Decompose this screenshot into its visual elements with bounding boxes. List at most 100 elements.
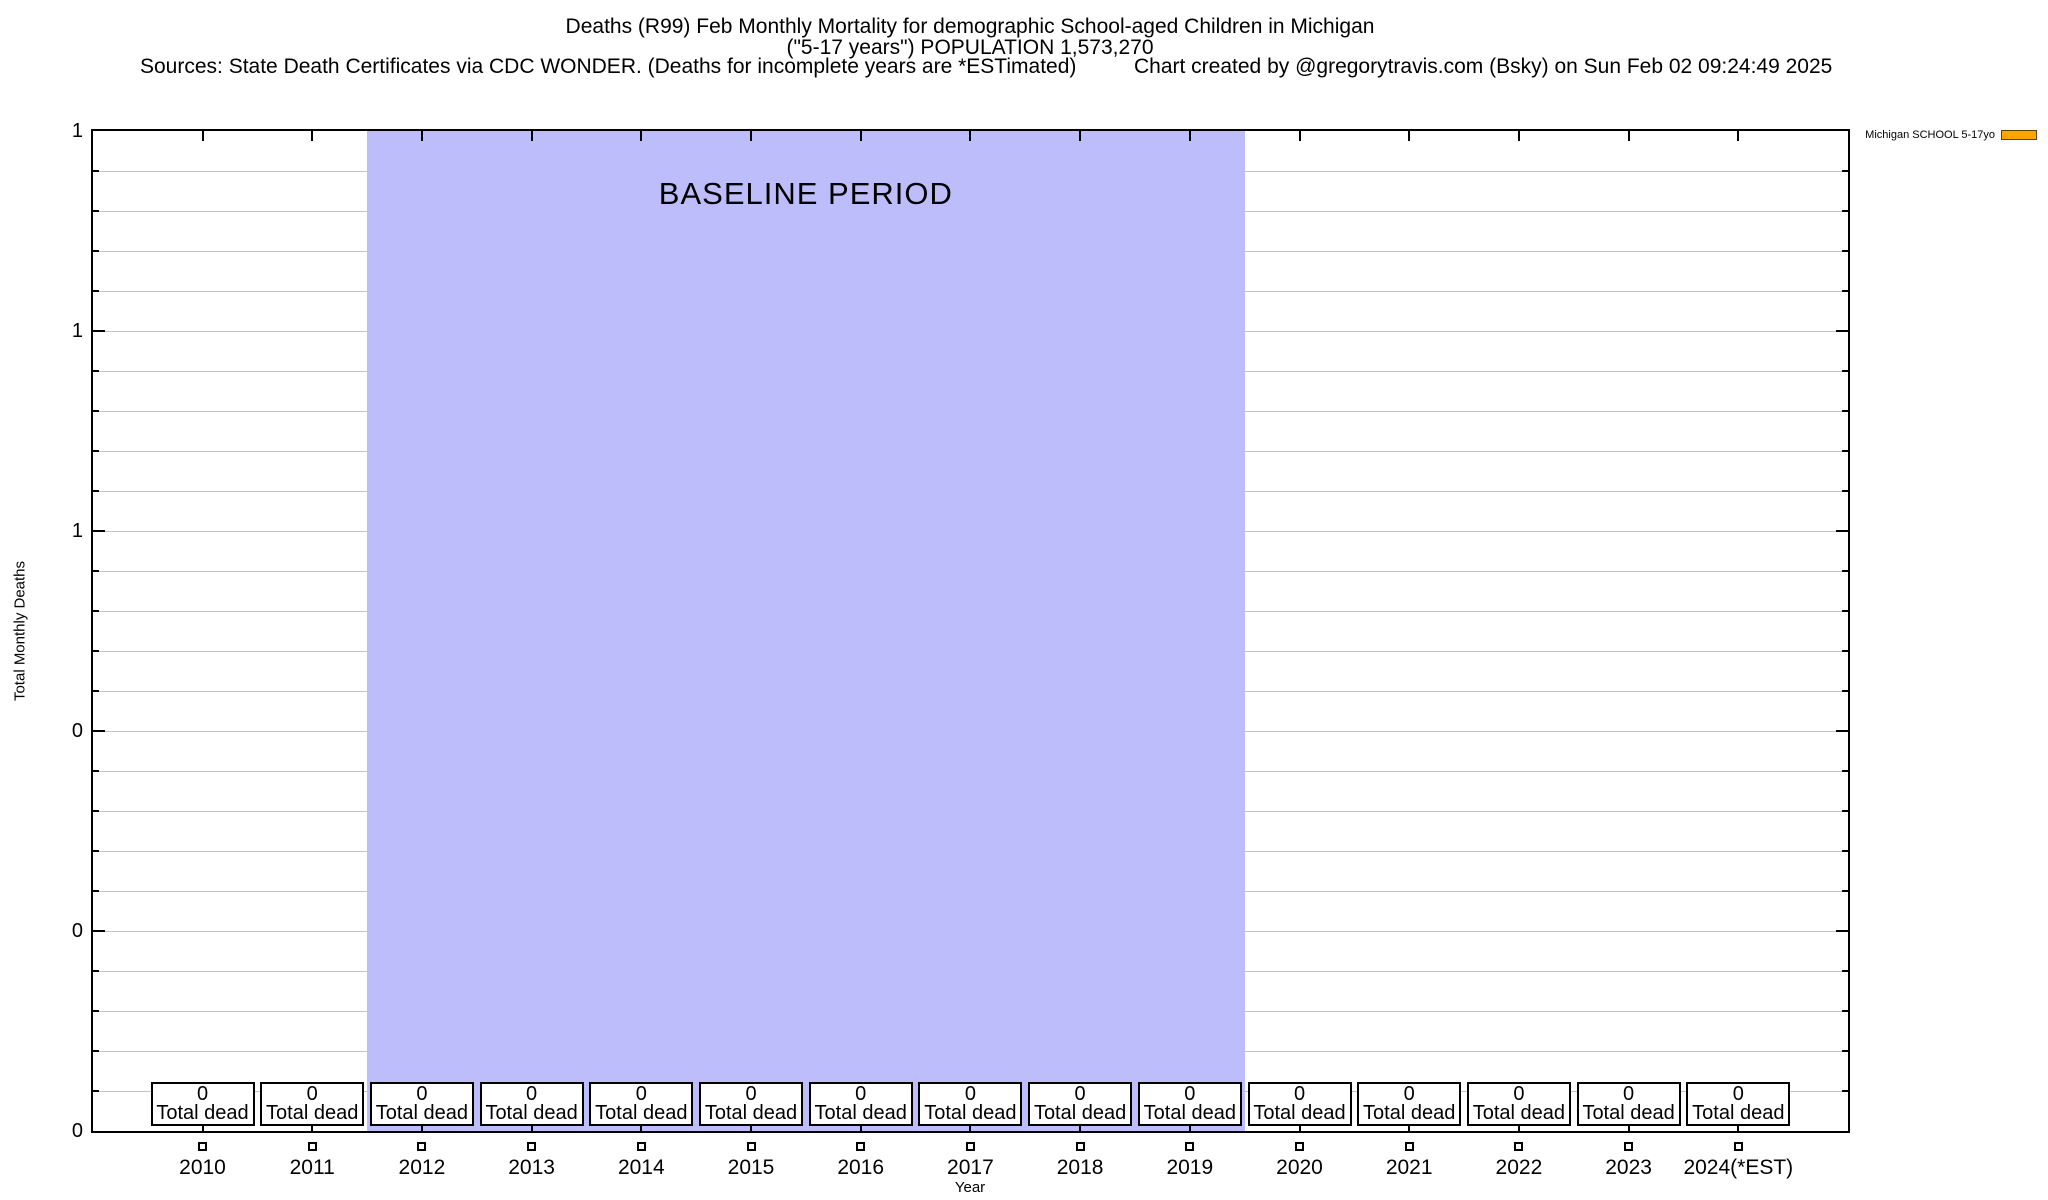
legend: Michigan SCHOOL 5-17yo	[1865, 129, 2037, 141]
year-death-count: 0	[1074, 1083, 1086, 1105]
year-death-caption: Total dead	[814, 1102, 907, 1124]
x-tick-label: 2010	[179, 1156, 226, 1179]
y-tick-left	[93, 250, 99, 252]
x-tick-top	[311, 131, 314, 141]
x-axis-title: Year	[954, 1179, 986, 1196]
y-tick-left	[93, 730, 105, 732]
year-death-caption: Total dead	[1253, 1102, 1346, 1124]
data-point-marker	[1514, 1142, 1524, 1151]
x-tick-top	[1188, 131, 1191, 141]
data-point-marker	[1733, 1142, 1743, 1151]
x-tick-label: 2018	[1056, 1156, 1104, 1179]
minor-gridline	[93, 691, 1848, 692]
year-death-count: 0	[964, 1083, 976, 1105]
y-tick-left	[93, 970, 99, 972]
y-tick-left	[93, 1090, 99, 1092]
year-death-count: 0	[1403, 1083, 1415, 1105]
x-tick-top	[1408, 131, 1411, 141]
year-death-count: 0	[1623, 1083, 1635, 1105]
y-tick-right	[1836, 330, 1848, 332]
x-tick-label: 2014	[617, 1156, 665, 1179]
year-death-count: 0	[855, 1083, 867, 1105]
x-tick-top	[1627, 131, 1630, 141]
legend-label: Michigan SCHOOL 5-17yo	[1865, 129, 1995, 141]
year-death-caption: Total dead	[924, 1102, 1017, 1124]
year-death-caption: Total dead	[1363, 1102, 1456, 1124]
year-value-box: 0 Total dead	[260, 1082, 365, 1126]
year-value-box: 0 Total dead	[150, 1082, 255, 1126]
y-tick-right	[1842, 810, 1848, 812]
x-tick-label: 2015	[727, 1156, 775, 1179]
major-gridline	[93, 331, 1848, 332]
x-tick-top	[1079, 131, 1082, 141]
year-value-box: 0 Total dead	[589, 1082, 694, 1126]
minor-gridline	[93, 891, 1848, 892]
minor-gridline	[93, 411, 1848, 412]
y-tick-right	[1842, 570, 1848, 572]
chart-title: Deaths (R99) Feb Monthly Mortality for d…	[565, 15, 1375, 38]
data-point-marker	[1075, 1142, 1085, 1151]
y-tick-left	[93, 290, 99, 292]
y-tick-left	[93, 210, 99, 212]
year-death-count: 0	[416, 1083, 428, 1105]
year-death-caption: Total dead	[1033, 1102, 1127, 1124]
y-tick-left	[93, 610, 99, 612]
data-point-marker	[1404, 1142, 1414, 1151]
year-death-count: 0	[306, 1083, 318, 1105]
y-tick-right	[1842, 290, 1848, 292]
y-tick-left	[93, 770, 99, 772]
y-tick-right	[1842, 1010, 1848, 1012]
year-value-box: 0 Total dead	[1686, 1082, 1791, 1126]
y-tick-right	[1842, 250, 1848, 252]
minor-gridline	[93, 811, 1848, 812]
y-tick-left	[93, 930, 105, 932]
x-tick-top	[1298, 131, 1301, 141]
minor-gridline	[93, 651, 1848, 652]
y-tick-right	[1842, 170, 1848, 172]
y-tick-label: 0	[71, 920, 83, 942]
year-death-count: 0	[1732, 1083, 1744, 1105]
year-death-caption: Total dead	[1692, 1102, 1785, 1124]
baseline-period-label: BASELINE PERIOD	[658, 176, 953, 211]
y-tick-left	[93, 450, 99, 452]
minor-gridline	[93, 971, 1848, 972]
minor-gridline	[93, 451, 1848, 452]
minor-gridline	[93, 491, 1848, 492]
year-death-count: 0	[1513, 1083, 1525, 1105]
legend-swatch	[2001, 130, 2037, 140]
y-tick-right	[1842, 450, 1848, 452]
x-tick-top	[201, 131, 204, 141]
x-tick-label: 2021	[1385, 1156, 1433, 1179]
year-death-caption: Total dead	[1582, 1102, 1675, 1124]
y-tick-left	[93, 170, 99, 172]
minor-gridline	[93, 611, 1848, 612]
major-gridline	[93, 931, 1848, 932]
y-tick-right	[1842, 970, 1848, 972]
minor-gridline	[93, 571, 1848, 572]
year-death-count: 0	[1293, 1083, 1306, 1105]
y-tick-label: 0	[71, 720, 83, 742]
minor-gridline	[93, 171, 1848, 172]
year-value-box: 0 Total dead	[918, 1082, 1023, 1126]
y-axis-title: Total Monthly Deaths	[11, 560, 29, 702]
x-tick-label: 2017	[947, 1156, 994, 1179]
x-tick-label: 2019	[1166, 1156, 1214, 1179]
year-death-caption: Total dead	[595, 1102, 688, 1124]
y-tick-left	[93, 490, 99, 492]
year-death-caption: Total dead	[485, 1102, 578, 1124]
y-tick-right	[1842, 890, 1848, 892]
chart-subtitle: ("5-17 years") POPULATION 1,573,270	[786, 36, 1154, 59]
minor-gridline	[93, 1011, 1848, 1012]
year-death-count: 0	[635, 1083, 647, 1105]
x-tick-top	[969, 131, 972, 141]
year-value-box: 0 Total dead	[479, 1082, 584, 1126]
year-death-caption: Total dead	[266, 1102, 359, 1124]
credit-note: Chart created by @gregorytravis.com (Bsk…	[1134, 55, 1833, 78]
y-tick-right	[1842, 370, 1848, 372]
y-tick-right	[1842, 490, 1848, 492]
y-tick-right	[1842, 1090, 1848, 1092]
data-point-marker	[527, 1142, 537, 1151]
y-tick-right	[1842, 1050, 1848, 1052]
data-point-marker	[1295, 1142, 1304, 1151]
